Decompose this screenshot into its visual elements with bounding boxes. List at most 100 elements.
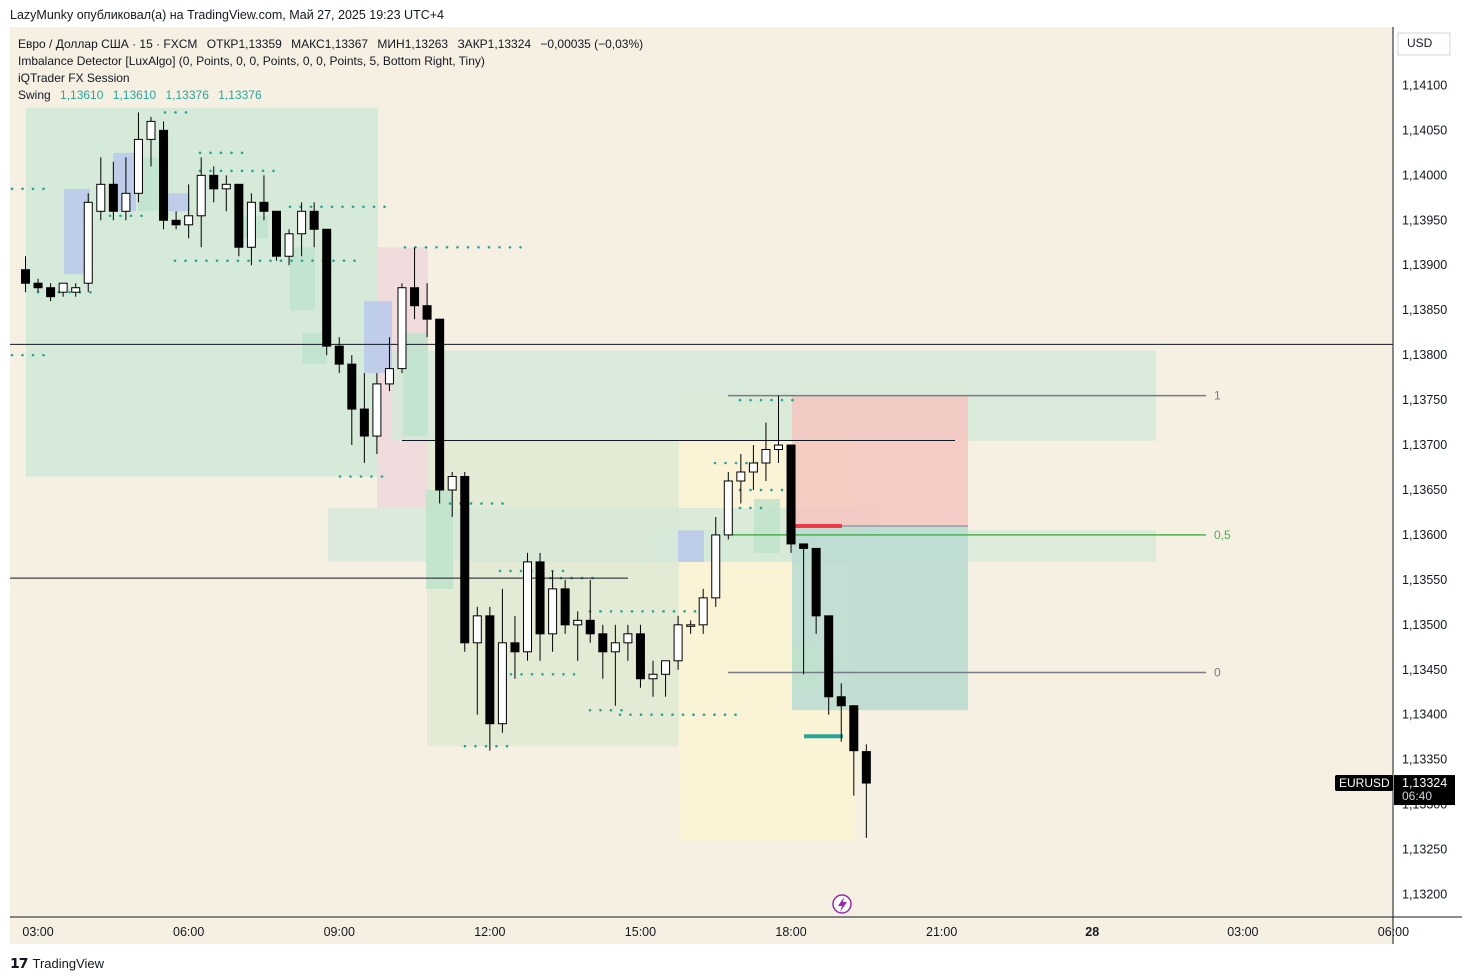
fib-level-label: 0,5 bbox=[1214, 528, 1231, 542]
swing-dot bbox=[448, 502, 452, 505]
swing-dot bbox=[620, 708, 623, 712]
swing-dot bbox=[469, 502, 473, 505]
time-tick-label: 15:00 bbox=[625, 925, 656, 939]
swing-dot bbox=[505, 744, 509, 748]
fib-level-label: 0 bbox=[1214, 665, 1221, 679]
legend-main-row[interactable]: Евро / Доллар США · 15 · FXCM ОТКР1,1335… bbox=[18, 36, 643, 53]
candle-body bbox=[334, 345, 344, 365]
symbol-tag-label: EURUSD bbox=[1339, 776, 1390, 790]
session-zone-asia bbox=[26, 107, 378, 477]
swing-dot bbox=[780, 398, 784, 402]
legend-indicator-session[interactable]: iQTrader FX Session bbox=[18, 71, 130, 85]
swing-dot bbox=[561, 569, 565, 573]
swing-dot bbox=[236, 259, 240, 263]
lightning-icon bbox=[838, 897, 847, 912]
swing-label: Swing bbox=[18, 88, 51, 102]
candle-body bbox=[133, 138, 143, 194]
swing-dot bbox=[724, 461, 727, 465]
candle-body bbox=[209, 174, 219, 190]
swing-dot bbox=[269, 259, 272, 263]
swing-dot bbox=[713, 461, 717, 465]
swing-dot bbox=[10, 353, 14, 357]
swing-dot bbox=[791, 398, 794, 402]
swing-dot bbox=[290, 259, 293, 263]
candle-body bbox=[146, 120, 156, 140]
candle-body bbox=[46, 287, 56, 298]
swing-dot bbox=[215, 259, 219, 263]
candle-body bbox=[422, 305, 432, 320]
legend-indicator-swing[interactable]: Swing 1,13610 1,13610 1,13376 1,13376 bbox=[18, 87, 643, 104]
swing-dot bbox=[749, 506, 752, 510]
legend-symbol[interactable]: Евро / Доллар США · 15 · FXCM bbox=[18, 37, 198, 51]
candle-body bbox=[723, 480, 733, 536]
countdown-label: 06:40 bbox=[1402, 789, 1432, 803]
price-tick-label: 1,13200 bbox=[1402, 888, 1447, 902]
swing-dot bbox=[487, 245, 491, 249]
candle-body bbox=[397, 287, 407, 370]
swing-dot bbox=[660, 713, 664, 717]
time-tick-label: 21:00 bbox=[926, 925, 957, 939]
swing-dot bbox=[279, 259, 283, 263]
swing-dot bbox=[342, 259, 346, 263]
price-chart[interactable]: 1 0,5 0 USD 1,14100 1,14050 1,14000 1,13950 1,13… bbox=[10, 27, 1462, 944]
swing-dot bbox=[240, 169, 244, 173]
candle-body bbox=[71, 287, 81, 293]
swing-dot bbox=[320, 205, 323, 209]
swing-dot bbox=[466, 245, 470, 249]
candle-body bbox=[686, 624, 696, 627]
price-tick-label: 1,13650 bbox=[1402, 483, 1447, 497]
legend-close: ЗАКР1,13324 bbox=[457, 37, 532, 51]
candle-body bbox=[159, 129, 169, 221]
swing-dot bbox=[477, 245, 480, 249]
price-tick-label: 1,13450 bbox=[1402, 663, 1447, 677]
swing-dot bbox=[599, 708, 602, 712]
candle-body bbox=[836, 696, 846, 707]
swing-dot bbox=[219, 169, 223, 173]
swing-dot bbox=[119, 214, 122, 218]
swing-dot bbox=[349, 475, 352, 478]
candle-body bbox=[799, 543, 809, 549]
candle-body bbox=[272, 210, 281, 257]
swing-dot bbox=[609, 708, 613, 712]
swing-dot bbox=[173, 259, 177, 263]
swing-dot bbox=[230, 151, 233, 155]
swing-dot bbox=[749, 488, 752, 492]
swing-dot bbox=[745, 461, 748, 465]
chart-frame[interactable]: 1 0,5 0 USD 1,14100 1,14050 1,14000 1,13950 1,13… bbox=[10, 27, 1462, 944]
swing-dot bbox=[693, 610, 697, 613]
swing-dot bbox=[780, 488, 784, 492]
swing-dot bbox=[247, 259, 250, 263]
candle-body bbox=[435, 318, 445, 491]
swing-dot bbox=[383, 205, 386, 209]
swing-dot bbox=[129, 214, 133, 218]
candle-body bbox=[861, 751, 871, 784]
swing-dot bbox=[21, 353, 24, 357]
time-tick-label: 28 bbox=[1085, 925, 1099, 939]
swing-dot bbox=[184, 111, 188, 114]
footer-brand[interactable]: TradingView bbox=[32, 956, 105, 971]
candle-body bbox=[322, 228, 332, 347]
candle-body bbox=[573, 619, 583, 626]
swing-dot bbox=[629, 713, 632, 717]
swing-dot bbox=[240, 151, 244, 155]
fib-level-label: 1 bbox=[1214, 389, 1221, 403]
candle-body bbox=[33, 282, 43, 289]
swing-dot bbox=[21, 187, 24, 191]
tradingview-logo-icon[interactable]: 𝟭𝟳 bbox=[10, 955, 29, 971]
legend-indicator-imbalance[interactable]: Imbalance Detector [LuxAlgo] (0, Points,… bbox=[18, 54, 485, 68]
currency-label: USD bbox=[1407, 36, 1433, 50]
candle-body bbox=[472, 615, 482, 644]
swing-dot bbox=[258, 259, 262, 263]
swing-dot bbox=[759, 398, 763, 402]
position-target-area bbox=[792, 395, 968, 526]
swing-dot bbox=[456, 245, 459, 249]
swing-dot bbox=[226, 259, 229, 263]
candle-body bbox=[21, 269, 30, 284]
swing-dot bbox=[650, 713, 653, 717]
swing-dot bbox=[519, 245, 522, 249]
swing-dot bbox=[498, 245, 501, 249]
swing-value: 1,13376 bbox=[218, 88, 262, 102]
candle-body bbox=[96, 183, 106, 212]
candle-body bbox=[711, 534, 721, 599]
symbol-tag bbox=[1335, 775, 1393, 792]
